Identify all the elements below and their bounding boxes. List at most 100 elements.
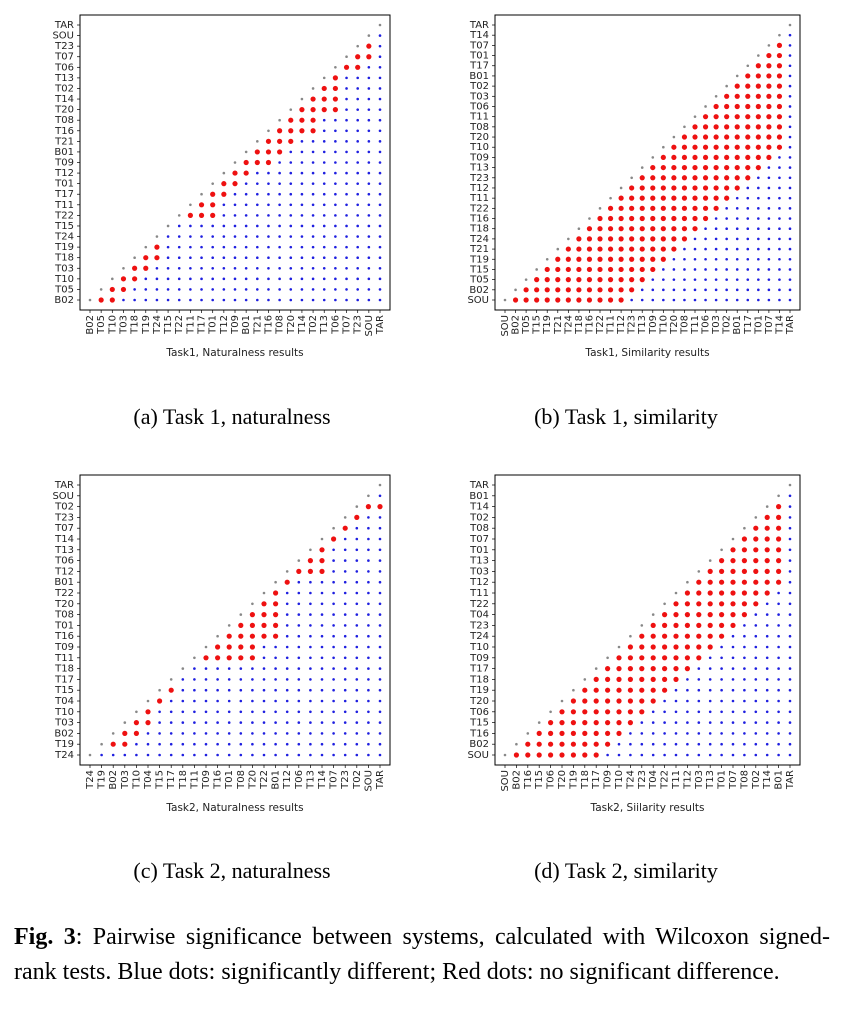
data-point [607,205,614,211]
data-point [378,721,382,724]
data-point [332,710,335,714]
data-point [239,742,243,746]
data-point [256,235,259,238]
data-point [745,83,751,89]
data-point [233,298,237,302]
data-point [766,52,772,59]
data-point [256,171,259,175]
x-tick-label: B02 [108,770,119,790]
data-point [673,612,679,618]
data-point [334,245,337,249]
data-point [764,547,770,553]
data-point [555,287,561,293]
data-point [651,732,655,735]
chart-b: SOUB02T05T15T19T21T24T18T16T22T11T12T23T… [467,14,801,359]
data-point [650,226,656,232]
data-point [322,129,326,133]
data-point [683,247,686,251]
data-point [285,667,289,670]
data-point [342,525,348,531]
data-point [757,227,760,231]
data-point [674,721,678,724]
y-tick-label: T12 [469,577,489,588]
data-point [332,96,338,102]
data-point [776,63,783,69]
data-point [309,667,312,670]
y-tick-label: T01 [54,620,74,631]
data-point [193,656,196,660]
y-tick-label: B01 [469,71,489,82]
data-point [367,66,371,69]
data-point [256,224,259,228]
data-point [132,276,138,282]
data-point [630,298,633,302]
data-point [745,134,751,140]
x-tick-label: T23 [340,770,351,790]
data-point [671,164,677,171]
data-point [597,215,603,222]
data-point [650,246,656,252]
data-point [378,494,382,498]
data-point [764,568,770,574]
data-point [639,226,645,232]
data-point [378,235,382,238]
data-point [367,118,371,122]
data-point [605,666,611,672]
data-point [289,277,293,281]
data-point [597,236,603,242]
data-point [754,516,758,519]
data-point [734,93,740,99]
data-point [734,175,740,181]
data-point [524,278,528,281]
data-point [154,244,160,250]
data-point [755,134,761,140]
data-point [778,247,781,251]
data-point [285,602,289,606]
data-point [211,256,214,259]
data-point [193,699,196,703]
x-tick-label: SOU [364,315,375,337]
data-point [674,688,678,692]
data-point [673,644,679,650]
data-point [650,655,656,661]
data-point [300,214,304,217]
data-point [239,753,243,757]
data-point [651,710,655,714]
data-point [693,288,697,292]
data-point [262,721,266,724]
y-tick-label: T11 [54,200,74,211]
data-point [367,203,371,207]
data-point [204,667,208,670]
data-point [204,678,208,681]
data-point [720,548,723,552]
y-tick-label: T18 [469,674,489,685]
data-point [345,214,348,217]
x-tick-label: T12 [219,315,230,335]
data-point [663,753,666,757]
data-point [754,656,758,660]
data-point [378,203,382,207]
data-point [233,214,237,217]
x-tick-label: T04 [143,770,154,790]
data-point [367,656,370,660]
y-tick-label: T03 [469,91,489,102]
data-point [582,709,588,715]
data-point [788,742,792,746]
data-point [356,298,359,302]
data-point [321,107,327,113]
data-point [181,699,185,703]
data-point [249,622,255,628]
x-tick-label: T03 [118,315,129,335]
data-point [778,186,781,190]
x-tick-label: T22 [595,315,606,335]
data-point [617,753,621,757]
data-point [640,753,644,757]
data-point [618,205,624,211]
data-point [651,753,655,757]
data-point [570,741,576,747]
data-point [674,742,678,746]
y-tick-label: TAR [469,20,489,31]
data-point [559,709,565,715]
data-point [238,655,244,661]
x-tick-label: T09 [201,770,212,790]
